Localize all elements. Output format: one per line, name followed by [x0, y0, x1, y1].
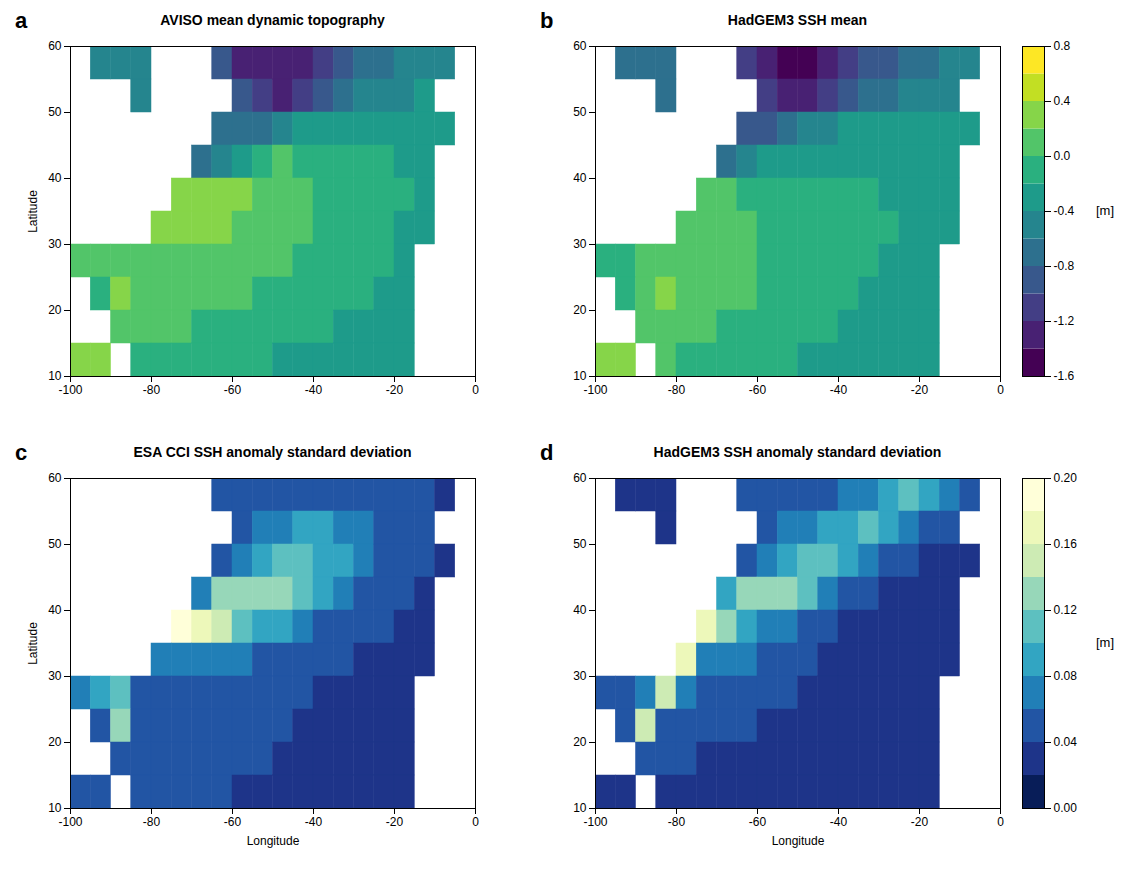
svg-text:-100: -100: [583, 815, 607, 829]
svg-text:-20: -20: [911, 815, 929, 829]
svg-text:0.0: 0.0: [1054, 149, 1071, 163]
svg-text:60: 60: [573, 471, 587, 485]
svg-text:-20: -20: [386, 815, 404, 829]
svg-text:0.16: 0.16: [1054, 537, 1078, 551]
svg-text:60: 60: [48, 39, 62, 53]
svg-text:-80: -80: [668, 815, 686, 829]
svg-text:60: 60: [48, 471, 62, 485]
html-text:[m]: [m]: [1096, 203, 1115, 218]
svg-text:0.4: 0.4: [1054, 94, 1071, 108]
svg-text:40: 40: [48, 171, 62, 185]
svg-text:30: 30: [48, 237, 62, 251]
svg-text:0: 0: [472, 815, 479, 829]
svg-text:0: 0: [997, 815, 1004, 829]
svg-text:10: 10: [48, 801, 62, 815]
svg-text:-0.4: -0.4: [1054, 204, 1075, 218]
svg-text:50: 50: [48, 537, 62, 551]
svg-text:-20: -20: [386, 383, 404, 397]
svg-text:10: 10: [573, 369, 587, 383]
svg-text:20: 20: [48, 303, 62, 317]
svg-text:40: 40: [573, 603, 587, 617]
svg-text:30: 30: [573, 237, 587, 251]
svg-text:-100: -100: [58, 815, 82, 829]
svg-text:-80: -80: [143, 383, 161, 397]
svg-text:Longitude: Longitude: [247, 834, 300, 848]
svg-text:-60: -60: [224, 815, 242, 829]
html-text:a: a: [15, 8, 28, 33]
svg-text:-1.6: -1.6: [1054, 369, 1075, 383]
html-text:[m]: [m]: [1096, 635, 1115, 650]
svg-text:-60: -60: [749, 383, 767, 397]
svg-text:-40: -40: [830, 383, 848, 397]
svg-text:0.12: 0.12: [1054, 603, 1078, 617]
svg-text:-60: -60: [224, 383, 242, 397]
svg-text:20: 20: [48, 735, 62, 749]
svg-text:0.8: 0.8: [1054, 39, 1071, 53]
svg-text:20: 20: [573, 303, 587, 317]
svg-text:-20: -20: [911, 383, 929, 397]
html-text:HadGEM3 SSH mean: HadGEM3 SSH mean: [727, 12, 868, 28]
svg-text:Latitude: Latitude: [26, 622, 40, 665]
svg-text:40: 40: [573, 171, 587, 185]
svg-text:-40: -40: [305, 383, 323, 397]
svg-text:50: 50: [573, 105, 587, 119]
svg-text:50: 50: [48, 105, 62, 119]
svg-text:-40: -40: [305, 815, 323, 829]
svg-text:0.20: 0.20: [1054, 471, 1078, 485]
html-text:b: b: [540, 8, 554, 33]
svg-text:0.04: 0.04: [1054, 735, 1078, 749]
svg-text:30: 30: [573, 669, 587, 683]
html-text:d: d: [540, 440, 554, 465]
html-text:ESA CCI SSH anomaly standard d: ESA CCI SSH anomaly standard deviation: [133, 444, 412, 460]
svg-text:10: 10: [573, 801, 587, 815]
svg-text:-60: -60: [749, 815, 767, 829]
svg-text:0.00: 0.00: [1054, 801, 1078, 815]
svg-text:0.08: 0.08: [1054, 669, 1078, 683]
svg-text:-40: -40: [830, 815, 848, 829]
html-text:c: c: [15, 440, 28, 465]
svg-text:20: 20: [573, 735, 587, 749]
svg-text:0: 0: [997, 383, 1004, 397]
svg-text:-80: -80: [668, 383, 686, 397]
svg-text:-1.2: -1.2: [1054, 314, 1075, 328]
svg-text:0: 0: [472, 383, 479, 397]
svg-text:40: 40: [48, 603, 62, 617]
svg-text:Longitude: Longitude: [772, 834, 825, 848]
svg-text:60: 60: [573, 39, 587, 53]
html-text:HadGEM3 SSH anomaly standard d: HadGEM3 SSH anomaly standard deviation: [653, 444, 942, 460]
svg-text:30: 30: [48, 669, 62, 683]
svg-text:50: 50: [573, 537, 587, 551]
svg-text:-80: -80: [143, 815, 161, 829]
svg-text:-0.8: -0.8: [1054, 259, 1075, 273]
svg-text:Latitude: Latitude: [26, 190, 40, 233]
svg-text:-100: -100: [583, 383, 607, 397]
svg-text:10: 10: [48, 369, 62, 383]
html-text:AVISO mean dynamic topography: AVISO mean dynamic topography: [160, 12, 385, 28]
svg-text:-100: -100: [58, 383, 82, 397]
